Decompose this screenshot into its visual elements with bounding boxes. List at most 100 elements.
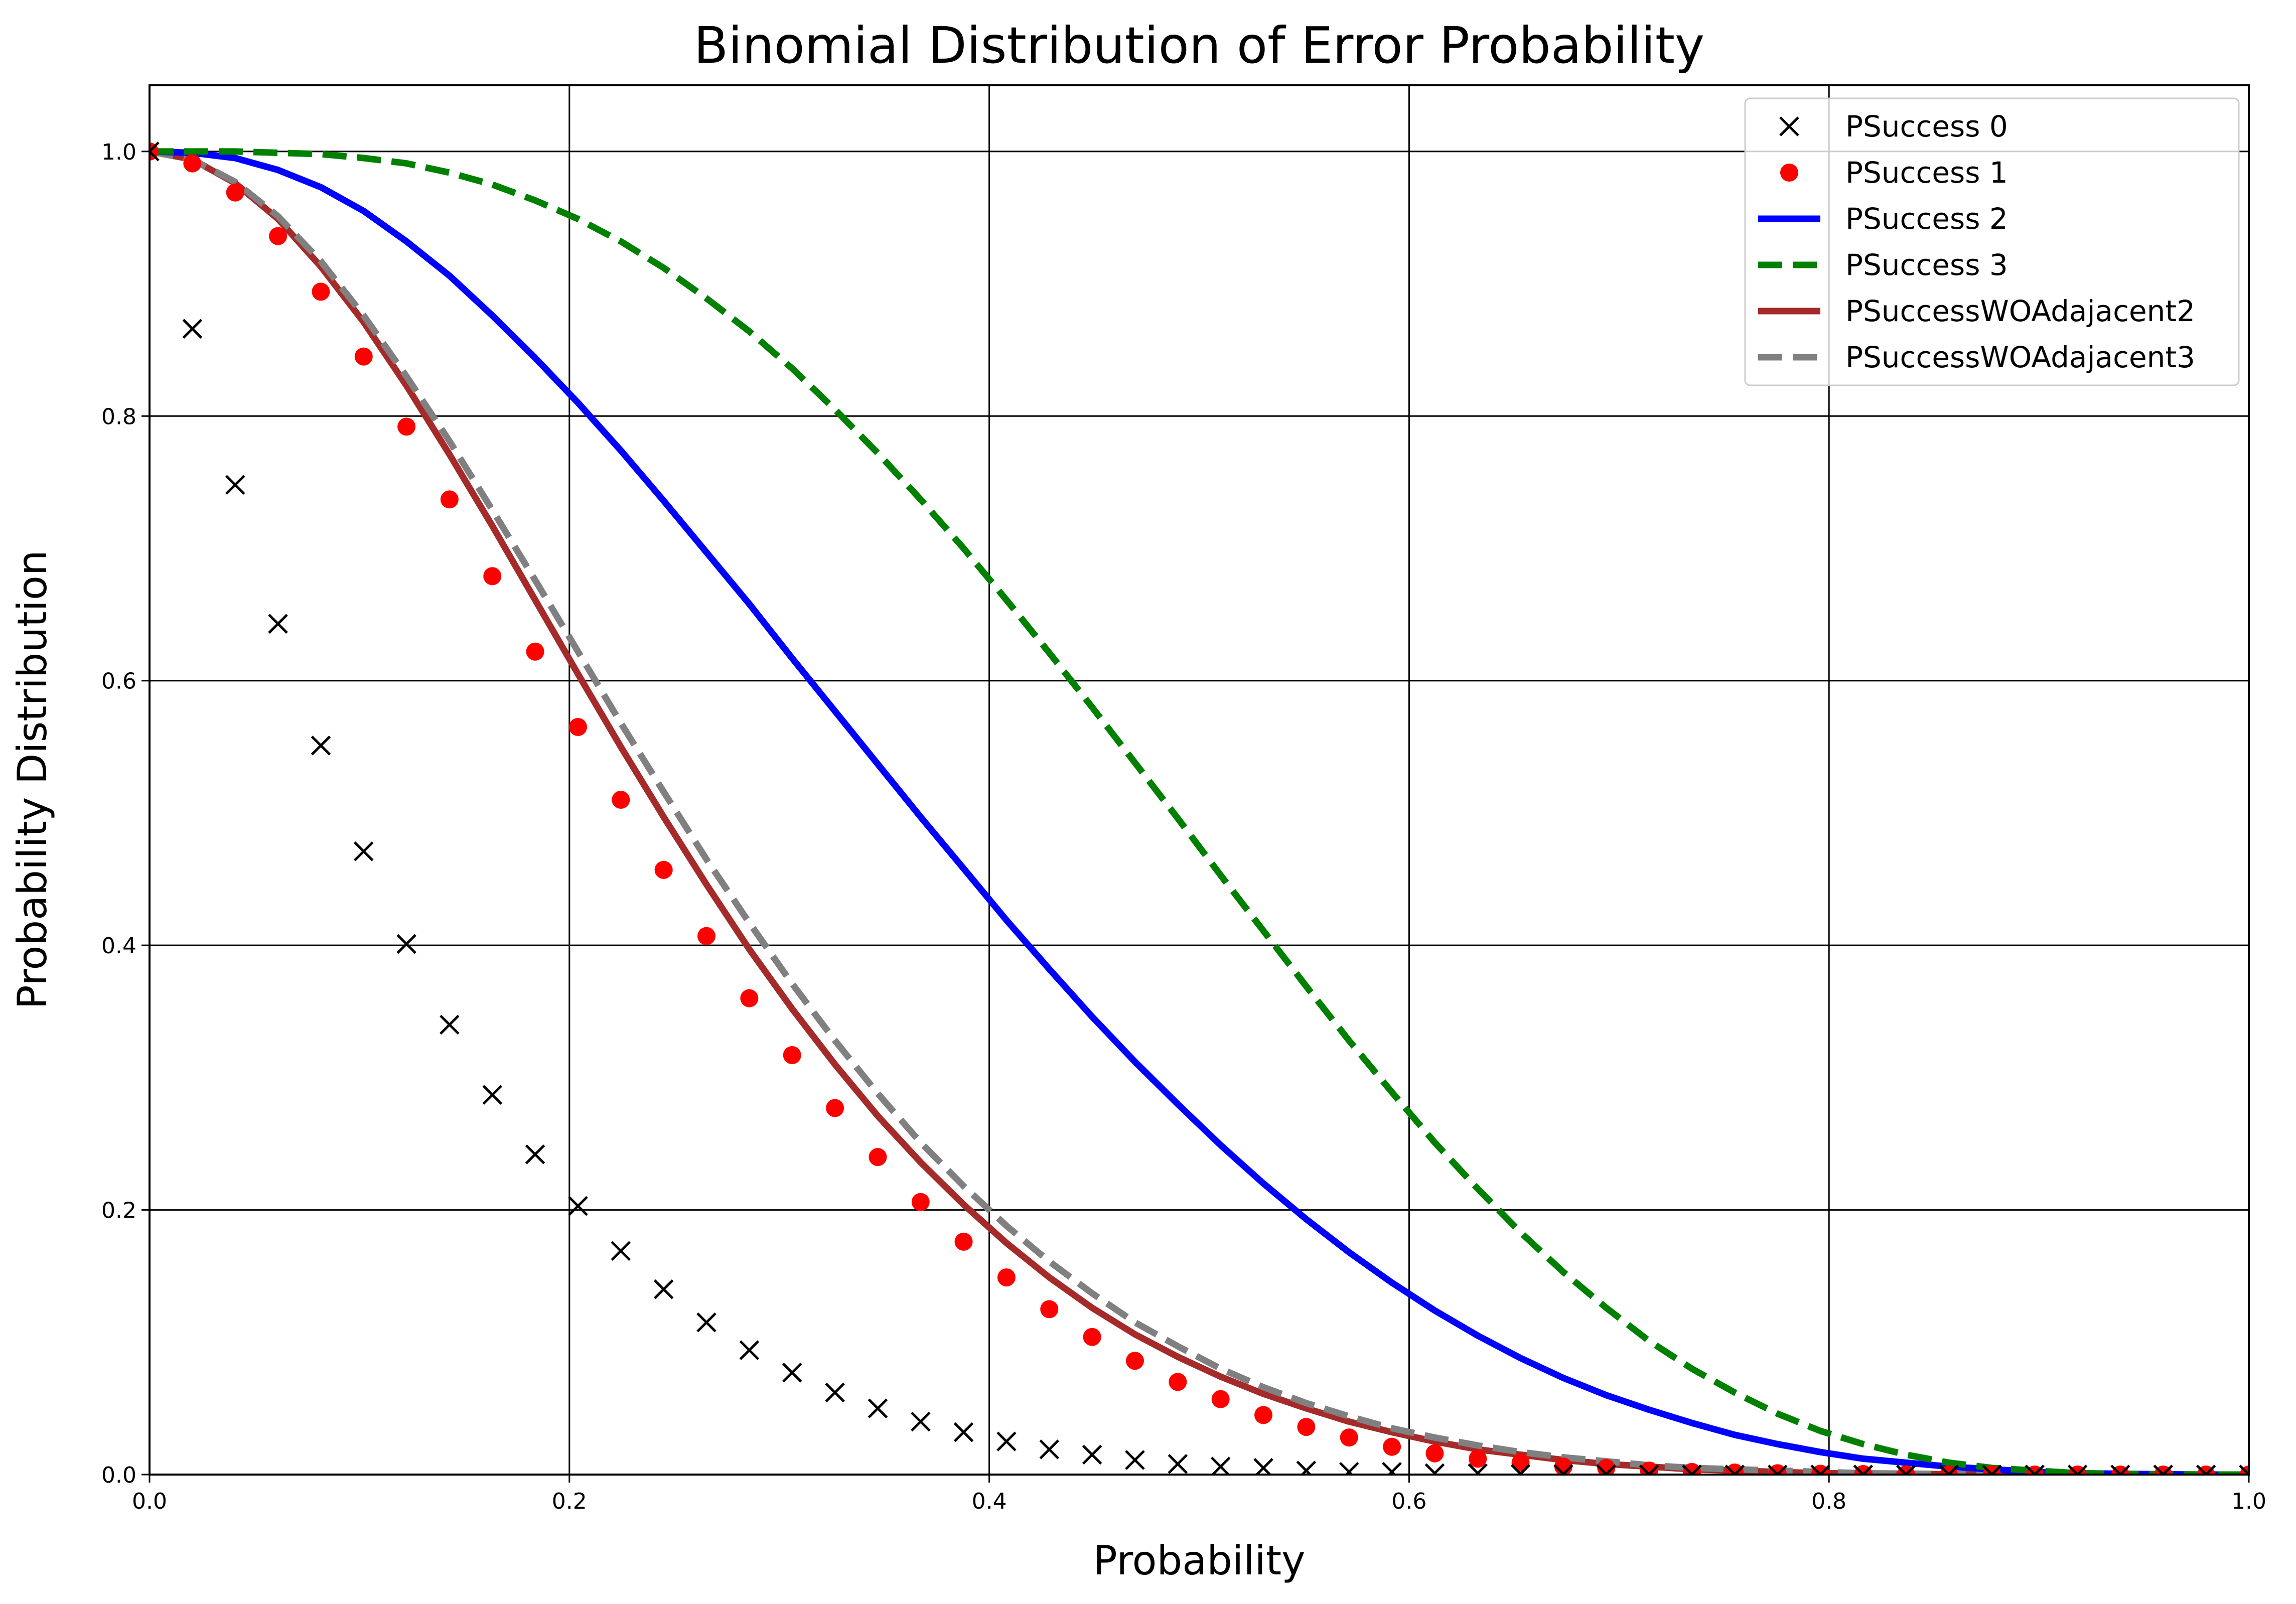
x-marker-stroke — [1990, 1465, 2002, 1475]
x-marker-stroke — [782, 1363, 802, 1383]
data-point — [526, 642, 544, 661]
x-marker-stroke — [440, 1014, 460, 1035]
series-PSuccess 3 — [150, 148, 2249, 1475]
x-marker-stroke — [611, 1241, 631, 1261]
data-point — [1382, 1462, 1402, 1475]
data-point — [2110, 1465, 2130, 1475]
series-PSuccess 0 — [150, 141, 2249, 1475]
x-marker-stroke — [1810, 1465, 1822, 1475]
data-point — [568, 1196, 588, 1216]
data-point — [783, 1046, 801, 1065]
data-point — [612, 791, 630, 809]
data-point — [1469, 1449, 1487, 1468]
x-marker-stroke — [1211, 1456, 1231, 1475]
x-marker-stroke — [1939, 1465, 1951, 1475]
data-point — [1083, 1328, 1101, 1346]
data-point — [953, 1422, 974, 1442]
x-marker-stroke — [2153, 1465, 2165, 1475]
data-point — [183, 154, 202, 173]
data-point — [1254, 1406, 1273, 1424]
x-marker-stroke — [825, 1382, 845, 1403]
data-point — [1169, 1373, 1187, 1391]
data-point — [268, 614, 288, 634]
x-marker-stroke — [354, 841, 374, 861]
plot-frame — [149, 84, 2250, 1476]
x-marker-stroke — [1725, 1465, 1737, 1475]
x-marker-stroke — [996, 1431, 1017, 1451]
data-point — [1383, 1437, 1401, 1456]
x-marker-stroke — [1733, 1465, 1745, 1475]
legend-item: PSuccess 2 — [1758, 202, 2008, 236]
x-marker-stroke — [1300, 1461, 1317, 1475]
x-marker-stroke — [2110, 1465, 2122, 1475]
x-marker-stroke — [1475, 1463, 1488, 1475]
data-point — [2239, 1465, 2249, 1475]
data-point — [825, 1382, 845, 1403]
data-point — [2026, 1466, 2044, 1475]
x-marker-stroke — [953, 1422, 974, 1442]
x-marker-stroke — [1387, 1462, 1402, 1475]
x-marker-stroke — [1431, 1463, 1445, 1475]
data-point — [311, 736, 331, 756]
data-point — [354, 347, 373, 366]
x-marker-stroke — [1779, 116, 1799, 136]
data-point — [269, 227, 288, 245]
data-point — [225, 475, 245, 495]
data-point — [1982, 1465, 2002, 1475]
x-marker-stroke — [2076, 1465, 2088, 1475]
data-point — [525, 1144, 545, 1164]
chart-title: Binomial Distribution of Error Probabili… — [694, 16, 1705, 75]
data-point — [911, 1411, 931, 1432]
y-tick-label: 0.0 — [101, 1463, 136, 1488]
data-point — [2153, 1465, 2174, 1475]
x-marker-stroke — [311, 736, 331, 756]
data-point — [1125, 1450, 1145, 1470]
data-point — [482, 1085, 503, 1105]
x-marker-stroke — [739, 1340, 760, 1360]
x-marker-stroke — [2033, 1465, 2045, 1475]
data-point — [1982, 1465, 2001, 1475]
data-point — [1511, 1453, 1530, 1472]
data-point — [2154, 1466, 2173, 1475]
data-point — [1768, 1464, 1787, 1475]
x-marker-stroke — [150, 141, 160, 154]
legend-item: PSuccessWOAdajacent2 — [1758, 294, 2195, 328]
x-marker-stroke — [2161, 1465, 2174, 1475]
x-tick-label: 0.4 — [972, 1489, 1007, 1514]
data-point — [1039, 1439, 1060, 1460]
data-point — [1853, 1465, 1874, 1475]
x-marker-stroke — [268, 614, 288, 634]
x-marker-stroke — [1896, 1465, 1908, 1475]
data-point — [654, 860, 673, 879]
data-point — [1939, 1465, 1959, 1475]
x-tick-label: 1.0 — [2231, 1489, 2266, 1514]
data-point — [483, 567, 502, 586]
x-marker-stroke — [1861, 1465, 1874, 1475]
grid-lines — [149, 85, 2250, 1476]
x-marker-stroke — [1125, 1450, 1145, 1470]
data-point — [1896, 1465, 1916, 1475]
data-point — [739, 1340, 760, 1360]
x-marker-stroke — [2239, 1465, 2249, 1475]
data-point — [1897, 1465, 1915, 1475]
data-point — [150, 141, 160, 162]
x-marker-stroke — [911, 1411, 931, 1432]
x-marker-stroke — [1168, 1454, 1188, 1474]
data-point — [1425, 1444, 1444, 1463]
data-point — [1424, 1463, 1445, 1475]
x-marker-stroke — [1039, 1439, 1060, 1460]
x-marker-stroke — [2025, 1465, 2037, 1475]
data-point — [2025, 1465, 2045, 1475]
data-point — [2068, 1466, 2087, 1475]
x-marker-stroke — [2118, 1465, 2130, 1475]
data-point — [2111, 1466, 2129, 1475]
y-tick-label: 0.8 — [101, 404, 136, 429]
x-marker-stroke — [696, 1312, 716, 1333]
data-point — [611, 1241, 631, 1261]
legend-swatch — [1780, 164, 1798, 182]
x-marker-stroke — [1776, 1465, 1788, 1475]
data-point — [2067, 1465, 2088, 1475]
series-line — [150, 148, 2249, 1475]
data-point — [1810, 1465, 1830, 1475]
x-marker-stroke — [1818, 1465, 1830, 1475]
